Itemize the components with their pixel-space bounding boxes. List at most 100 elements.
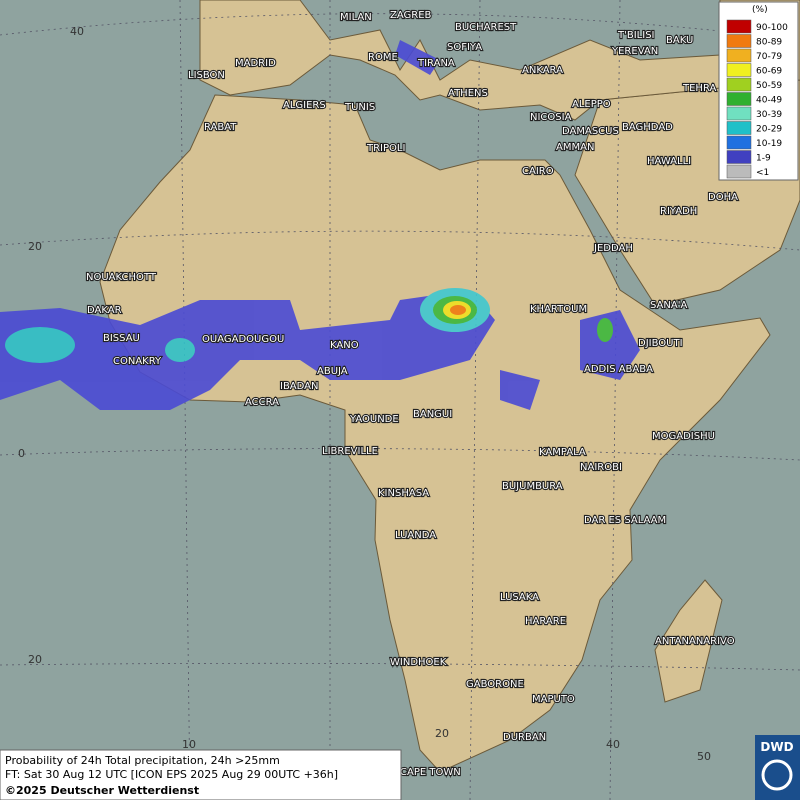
legend-swatch <box>726 63 752 77</box>
city-label: KHARTOUM <box>530 304 587 315</box>
city-label: BANGUI <box>413 409 452 420</box>
city-label: BAKU <box>666 35 693 46</box>
city-label: LUANDA <box>395 530 436 541</box>
legend-swatch <box>726 19 752 34</box>
city-label: CAPE TOWN <box>400 767 461 778</box>
lat-label: 0 <box>18 447 25 460</box>
legend-swatch <box>726 48 752 63</box>
city-label: ACCRA <box>245 397 279 408</box>
legend-label: 90-100 <box>756 23 788 33</box>
city-label: MAPUTO <box>532 694 575 705</box>
city-label: LUSAKA <box>500 592 539 603</box>
city-label: HAWALLI <box>647 156 691 167</box>
city-label: ABUJA <box>317 366 348 377</box>
city-label: BAGHDAD <box>622 122 673 133</box>
city-label: BISSAU <box>103 333 140 344</box>
city-label: NOUAKCHOTT <box>86 272 157 283</box>
legend-label: 80-89 <box>756 38 782 48</box>
legend: (%) 90-100 80-89 70-79 60-69 50-59 40-49 30-39… <box>718 1 799 181</box>
city-label: ADDIS ABABA <box>584 364 653 375</box>
city-label: RABAT <box>204 122 237 133</box>
city-label: SOFIYA <box>447 42 482 53</box>
city-label: BUJUMBURA <box>502 481 563 492</box>
city-label: KAMPALA <box>539 447 586 458</box>
city-label: CAIRO <box>522 166 554 177</box>
city-label: OUAGADOUGOU <box>202 334 284 345</box>
city-label: DAR ES SALAAM <box>584 515 666 526</box>
legend-label: 1-9 <box>756 154 771 164</box>
city-label: ANTANANARIVO <box>655 636 735 647</box>
legend-swatch <box>726 164 752 179</box>
info-box: Probability of 24h Total precipitation, … <box>0 749 402 800</box>
city-label: TRIPOLI <box>366 143 405 154</box>
logo: DWD <box>755 735 800 800</box>
city-label: DURBAN <box>503 732 546 743</box>
lat-label: 40 <box>70 25 84 38</box>
city-label: GABORONE <box>466 679 524 690</box>
info-line: ©2025 Deutscher Wetterdienst <box>5 784 199 797</box>
precipitation <box>0 40 640 410</box>
city-label: AMMAN <box>556 142 594 153</box>
legend-label: 70-79 <box>756 52 782 62</box>
lon-label: 40 <box>606 738 620 751</box>
graticule-labels: 40 20 0 20 10 20 40 50 <box>18 25 711 763</box>
city-label: DAKAR <box>87 305 122 316</box>
city-label: CONAKRY <box>113 356 162 367</box>
city-label: TUNIS <box>344 102 375 113</box>
city-label: LISBON <box>188 70 225 81</box>
lon-label: 10 <box>182 738 196 751</box>
city-label: NAIROBI <box>580 462 622 473</box>
city-label: T'BILISI <box>617 30 654 41</box>
city-label: JEDDAH <box>593 243 633 254</box>
legend-label: 50-59 <box>756 81 782 91</box>
legend-label: 40-49 <box>756 96 782 106</box>
city-label: ZAGREB <box>390 10 432 21</box>
legend-label: <1 <box>756 168 769 178</box>
info-background <box>0 749 402 800</box>
city-label: BUCHAREST <box>455 22 517 33</box>
city-label: ANKARA <box>522 65 563 76</box>
legend-label: 20-29 <box>756 125 782 135</box>
logo-text: DWD <box>760 740 793 754</box>
city-label: MADRID <box>235 58 276 69</box>
info-line: Probability of 24h Total precipitation, … <box>5 754 280 767</box>
city-labels: MILAN ZAGREB BUCHAREST ROME SOFIYA TIRAN… <box>85 9 739 779</box>
info-line: FT: Sat 30 Aug 12 UTC [ICON EPS 2025 Aug… <box>5 768 338 781</box>
city-label: DOHA <box>708 192 738 203</box>
legend-swatch <box>726 92 752 106</box>
legend-swatch <box>726 77 752 92</box>
city-label: RIYADH <box>660 206 697 217</box>
city-label: TIRANA <box>417 58 455 69</box>
legend-swatch <box>726 34 752 48</box>
lat-label: 20 <box>28 653 42 666</box>
city-label: LIBREVILLE <box>322 446 378 457</box>
city-label: ALEPPO <box>572 99 611 110</box>
city-label: WINDHOEK <box>390 657 447 668</box>
lon-label: 50 <box>697 750 711 763</box>
city-label: KANO <box>330 340 359 351</box>
city-label: SANA'A <box>650 300 687 311</box>
legend-swatch <box>726 150 752 164</box>
city-label: MILAN <box>340 12 372 23</box>
city-label: DJIBOUTI <box>638 338 683 349</box>
city-label: HARARE <box>525 616 566 627</box>
city-label: DAMASCUS <box>562 126 619 137</box>
city-label: ATHENS <box>448 88 488 99</box>
city-label: NICOSIA <box>530 112 572 123</box>
city-label: IBADAN <box>280 381 319 392</box>
legend-swatch <box>726 106 752 121</box>
legend-title: (%) <box>752 5 768 15</box>
city-label: KINSHASA <box>378 488 429 499</box>
logo-icon <box>761 759 793 791</box>
lat-label: 20 <box>28 240 42 253</box>
city-label: ALGIERS <box>283 100 326 111</box>
legend-label: 30-39 <box>756 110 782 120</box>
legend-label: 60-69 <box>756 67 782 77</box>
legend-label: 10-19 <box>756 139 782 149</box>
lon-label: 20 <box>435 727 449 740</box>
city-label: ROME <box>368 52 398 63</box>
legend-swatch <box>726 121 752 135</box>
city-label: MOGADISHU <box>652 431 715 442</box>
